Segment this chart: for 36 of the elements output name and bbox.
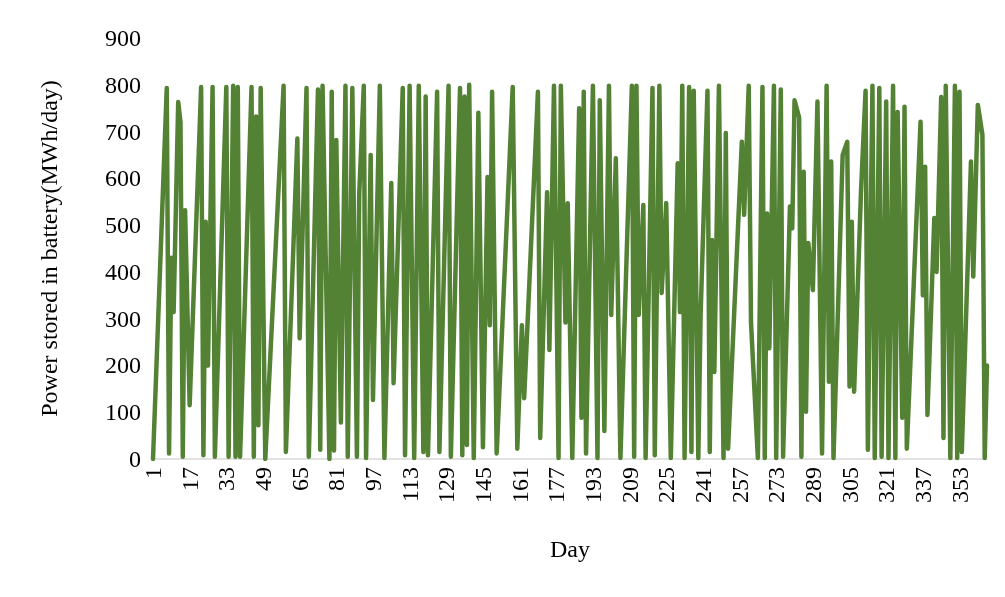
y-tick-label: 100 [105, 399, 141, 426]
x-tick-label: 337 [909, 467, 936, 503]
x-tick-label: 289 [799, 467, 826, 503]
y-tick-label: 400 [105, 258, 141, 285]
y-axis-title: Power stored in battery(MWh/day) [36, 80, 62, 417]
line-series [150, 82, 990, 462]
x-tick-label: 257 [726, 467, 753, 503]
x-tick-label: 113 [396, 467, 423, 503]
y-tick-label: 300 [105, 305, 141, 332]
y-tick-label: 200 [105, 352, 141, 379]
y-tick-label: 900 [105, 25, 141, 51]
x-tick-label: 305 [836, 467, 863, 503]
x-tick-label: 17 [176, 467, 203, 491]
x-tick-label: 33 [213, 467, 240, 491]
y-tick-label: 500 [105, 212, 141, 239]
x-tick-label: 193 [579, 467, 606, 503]
x-tick-label: 49 [249, 467, 276, 491]
x-tick-label: 177 [543, 467, 570, 503]
y-tick-label: 800 [105, 71, 141, 98]
x-tick-label: 241 [689, 467, 716, 503]
x-tick-label: 65 [286, 467, 313, 491]
x-tick-label: 129 [433, 467, 460, 503]
x-tick-label: 273 [763, 467, 790, 503]
x-tick-label: 353 [946, 467, 973, 503]
x-tick-label: 145 [469, 467, 496, 503]
y-tick-label: 0 [129, 446, 141, 472]
x-tick-label: 1 [140, 467, 166, 479]
x-tick-label: 81 [323, 467, 350, 491]
x-axis-title: Day [550, 536, 590, 562]
x-tick-label: 225 [653, 467, 680, 503]
y-tick-label: 600 [105, 165, 141, 192]
x-tick-label: 161 [506, 467, 533, 503]
x-tick-label: 321 [873, 467, 900, 503]
x-tick-label: 209 [616, 467, 643, 503]
y-tick-label: 700 [105, 118, 141, 145]
x-tick-label: 97 [359, 467, 386, 491]
